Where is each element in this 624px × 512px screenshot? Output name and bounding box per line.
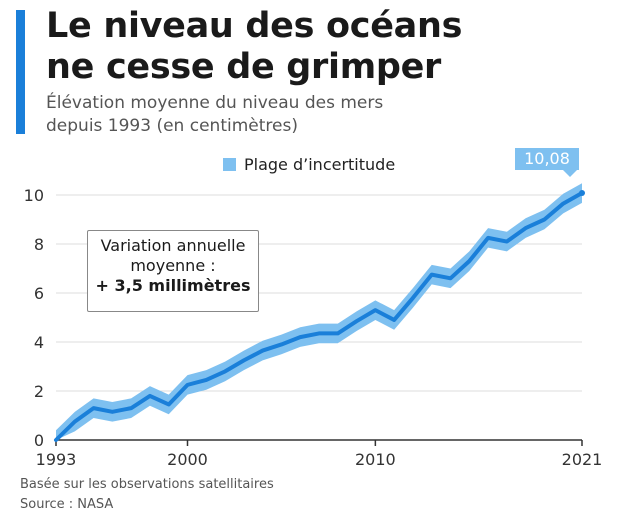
chart-title: Le niveau des océans ne cesse de grimper bbox=[46, 6, 462, 88]
callout-line1: Variation annuelle bbox=[100, 236, 246, 255]
x-tick-label-2021: 2021 bbox=[562, 450, 603, 469]
source-note: Basée sur les observations satellitaires bbox=[20, 477, 274, 492]
title-accent-bar bbox=[16, 10, 25, 134]
chart-subtitle-line2: depuis 1993 (en centimètres) bbox=[46, 116, 298, 136]
legend-label-uncertainty: Plage d’incertitude bbox=[244, 155, 396, 174]
end-point-marker bbox=[579, 190, 585, 197]
y-tick-label-4: 4 bbox=[34, 333, 44, 352]
x-tick-label-2000: 2000 bbox=[167, 450, 208, 469]
annual-change-callout: Variation annuelle moyenne : + 3,5 milli… bbox=[87, 230, 259, 312]
x-tick-label-1993: 1993 bbox=[36, 450, 77, 469]
sea-level-line bbox=[54, 191, 584, 442]
source-credit: Source : NASA bbox=[20, 497, 114, 512]
chart-title-line2: ne cesse de grimper bbox=[46, 47, 442, 87]
end-value-label: 10,08 bbox=[515, 148, 579, 177]
callout-line2: moyenne : bbox=[130, 256, 216, 275]
y-tick-label-8: 8 bbox=[34, 235, 44, 254]
uncertainty-band bbox=[56, 183, 582, 441]
x-tick-label-2010: 2010 bbox=[355, 450, 396, 469]
chart-legend: Plage d’incertitude bbox=[223, 155, 395, 174]
y-tick-label-10: 10 bbox=[24, 186, 44, 205]
chart-title-line1: Le niveau des océans bbox=[46, 6, 463, 46]
callout-line3: + 3,5 millimètres bbox=[95, 276, 251, 295]
y-tick-label-6: 6 bbox=[34, 284, 44, 303]
chart-subtitle: Élévation moyenne du niveau des mers dep… bbox=[46, 92, 383, 138]
chart-subtitle-line1: Élévation moyenne du niveau des mers bbox=[46, 93, 384, 113]
legend-swatch-uncertainty bbox=[223, 158, 236, 171]
y-tick-label-2: 2 bbox=[34, 382, 44, 401]
y-tick-label-0: 0 bbox=[34, 431, 44, 450]
